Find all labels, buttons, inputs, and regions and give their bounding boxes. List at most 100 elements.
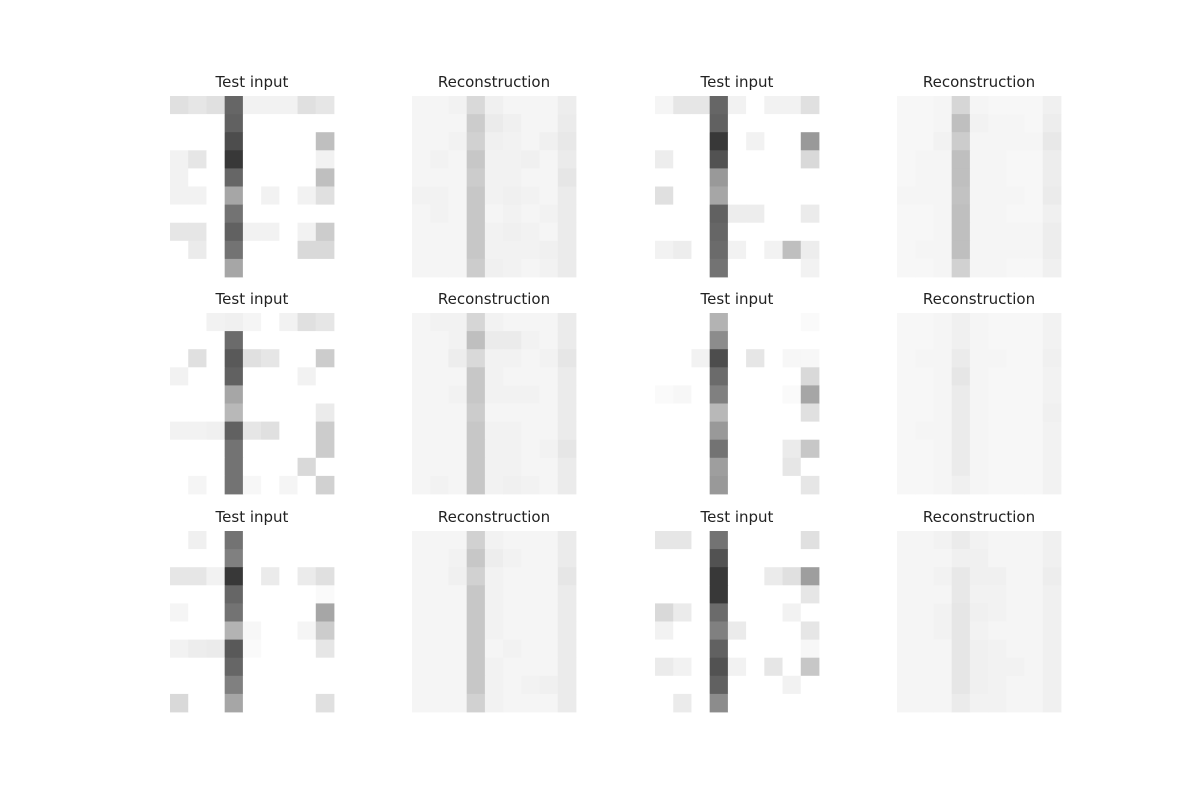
heatmap-cell xyxy=(951,186,971,205)
heatmap-cell xyxy=(691,331,711,350)
heatmap-cell xyxy=(709,258,729,278)
heatmap-cell xyxy=(800,385,820,404)
heatmap-cell xyxy=(951,222,971,242)
heatmap-cell xyxy=(412,403,431,422)
heatmap-cell xyxy=(800,313,820,332)
heatmap-cell xyxy=(521,168,540,187)
heatmap-cell xyxy=(673,96,692,115)
heatmap-cell xyxy=(800,657,820,677)
heatmap-cell xyxy=(673,132,692,151)
heatmap-cell xyxy=(727,457,747,477)
heatmap-cell xyxy=(673,657,692,677)
heatmap-cell xyxy=(503,331,522,350)
heatmap-cell xyxy=(539,385,559,404)
heatmap-cell xyxy=(466,621,486,640)
heatmap-cell xyxy=(782,222,802,242)
heatmap-cell xyxy=(430,367,449,386)
heatmap-cell xyxy=(448,132,468,151)
heatmap-cell xyxy=(951,331,971,350)
heatmap-cell xyxy=(466,349,486,368)
heatmap-cell xyxy=(315,567,335,586)
heatmap-cell xyxy=(1042,567,1062,586)
heatmap-cell xyxy=(746,639,765,659)
heatmap-cell xyxy=(448,258,468,278)
heatmap-cell xyxy=(224,204,244,224)
heatmap-cell xyxy=(933,421,953,441)
heatmap-cell xyxy=(188,675,207,695)
heatmap-cell xyxy=(782,186,802,205)
heatmap-cell xyxy=(800,675,820,695)
heatmap-cell xyxy=(557,331,577,350)
heatmap-cell xyxy=(484,421,504,441)
heatmap-cell xyxy=(933,349,953,368)
heatmap-cell xyxy=(484,603,504,622)
heatmap-cell xyxy=(673,475,692,495)
heatmap-cell xyxy=(933,585,953,604)
heatmap-cell xyxy=(782,240,802,260)
heatmap-cell xyxy=(412,475,431,495)
heatmap-cell xyxy=(557,693,577,713)
heatmap-cell xyxy=(188,385,207,404)
heatmap-cell xyxy=(539,258,559,278)
heatmap-cell xyxy=(279,657,298,677)
heatmap-cell xyxy=(800,549,820,568)
heatmap-cell xyxy=(727,349,747,368)
heatmap-cell xyxy=(448,313,468,332)
heatmap-cell xyxy=(224,150,244,169)
heatmap-cell xyxy=(315,204,335,224)
heatmap-cell xyxy=(727,331,747,350)
heatmap-cell xyxy=(279,204,298,224)
heatmap-cell xyxy=(315,367,335,386)
heatmap-cell xyxy=(800,585,820,604)
heatmap-cell xyxy=(915,367,934,386)
heatmap-cell xyxy=(915,457,934,477)
heatmap-cell xyxy=(557,621,577,640)
heatmap-cell xyxy=(709,331,729,350)
heatmap-cell xyxy=(224,313,244,332)
heatmap-cell xyxy=(897,385,916,404)
heatmap-cell xyxy=(691,621,711,640)
heatmap-cell xyxy=(655,385,674,404)
heatmap-cell xyxy=(297,457,317,477)
heatmap-cell xyxy=(503,657,522,677)
heatmap-cell xyxy=(279,367,298,386)
heatmap-cell xyxy=(188,439,207,459)
heatmap-cell xyxy=(206,457,226,477)
heatmap-cell xyxy=(224,657,244,677)
heatmap-cell xyxy=(897,168,916,187)
heatmap-cell xyxy=(727,567,747,586)
heatmap-cell xyxy=(503,621,522,640)
heatmap-cell xyxy=(242,531,262,550)
heatmap-cell xyxy=(897,114,916,133)
heatmap-cell xyxy=(412,657,431,677)
heatmap-cell xyxy=(206,349,226,368)
heatmap-cell xyxy=(521,331,540,350)
heatmap-cell xyxy=(206,549,226,568)
heatmap-cell xyxy=(224,475,244,495)
heatmap-cell xyxy=(224,168,244,187)
heatmap-cell xyxy=(484,585,504,604)
heatmap-cell xyxy=(297,331,317,350)
heatmap-cell xyxy=(727,621,747,640)
heatmap-cell xyxy=(261,567,280,586)
heatmap-cell xyxy=(521,457,540,477)
heatmap-cell xyxy=(188,531,207,550)
heatmap-cell xyxy=(1006,96,1025,115)
heatmap-cell xyxy=(1024,96,1044,115)
heatmap-cell xyxy=(673,367,692,386)
heatmap-cell xyxy=(782,639,802,659)
heatmap-cell xyxy=(466,475,486,495)
heatmap-cell xyxy=(521,114,540,133)
heatmap-cell xyxy=(279,222,298,242)
heatmap-cell xyxy=(297,240,317,260)
heatmap-cell xyxy=(1006,567,1025,586)
heatmap-cell xyxy=(503,421,522,441)
heatmap-cell xyxy=(764,204,783,224)
heatmap-cell xyxy=(484,439,504,459)
heatmap-cell xyxy=(746,186,765,205)
heatmap-cell xyxy=(800,475,820,495)
heatmap-cell xyxy=(915,168,934,187)
heatmap-cell xyxy=(206,150,226,169)
heatmap-cell xyxy=(412,168,431,187)
heatmap-cell xyxy=(764,531,783,550)
